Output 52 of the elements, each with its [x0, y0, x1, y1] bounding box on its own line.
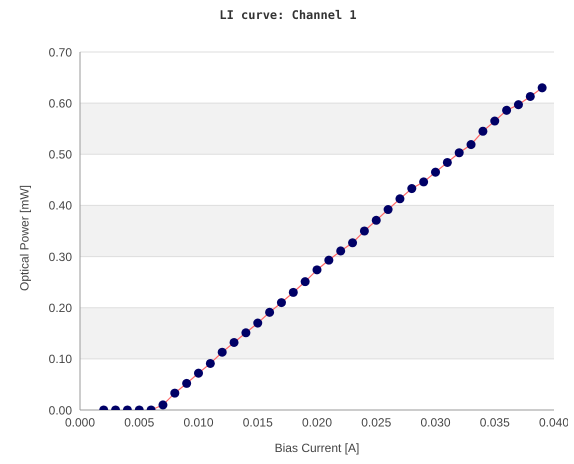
- point: [442, 158, 452, 167]
- x-tick-label: 0.010: [183, 416, 214, 430]
- x-tick-label: 0.000: [64, 416, 96, 430]
- point: [419, 177, 428, 186]
- point: [300, 277, 310, 286]
- y-tick-label: 0.40: [48, 198, 72, 213]
- point: [276, 298, 286, 308]
- point: [158, 400, 168, 410]
- x-tick-label: 0.005: [124, 416, 155, 430]
- point: [336, 246, 346, 256]
- point: [170, 388, 180, 398]
- x-tick-label: 0.030: [420, 416, 451, 430]
- point: [454, 148, 464, 158]
- x-axis-title: Bias Current [A]: [274, 441, 360, 455]
- x-tick-label: 0.020: [302, 416, 332, 430]
- point: [312, 265, 322, 274]
- point: [407, 184, 416, 194]
- y-tick-label: 0.70: [48, 45, 72, 60]
- y-axis-title: Optical Power [mW]: [17, 184, 32, 291]
- point: [466, 140, 476, 150]
- point: [324, 256, 334, 265]
- point: [478, 126, 488, 136]
- x-tick-label: 0.015: [242, 416, 274, 430]
- point: [230, 338, 239, 347]
- point: [490, 116, 500, 126]
- point: [253, 318, 262, 328]
- point: [372, 216, 381, 225]
- x-tick-label: 0.025: [361, 416, 392, 430]
- y-tick-label: 0.10: [48, 352, 72, 366]
- y-tick-label: 0.60: [48, 96, 72, 110]
- chart-title: LI curve: Channel 1: [218, 8, 358, 22]
- point: [526, 92, 535, 101]
- point: [241, 328, 250, 338]
- x-tick-label: 0.035: [480, 416, 510, 430]
- point: [265, 308, 274, 317]
- y-tick-label: 0.00: [48, 403, 72, 418]
- point: [348, 238, 358, 248]
- point: [182, 378, 192, 388]
- point: [288, 288, 298, 297]
- y-tick-label: 0.30: [48, 250, 72, 264]
- point: [538, 83, 547, 92]
- point: [206, 358, 215, 368]
- y-tick-label: 0.20: [48, 300, 72, 315]
- point: [360, 226, 369, 236]
- point: [218, 348, 227, 357]
- point: [430, 168, 440, 177]
- point: [502, 106, 512, 115]
- point: [395, 194, 404, 204]
- point: [514, 100, 523, 110]
- point: [384, 205, 393, 214]
- y-tick-label: 0.50: [48, 148, 72, 162]
- point: [194, 368, 204, 378]
